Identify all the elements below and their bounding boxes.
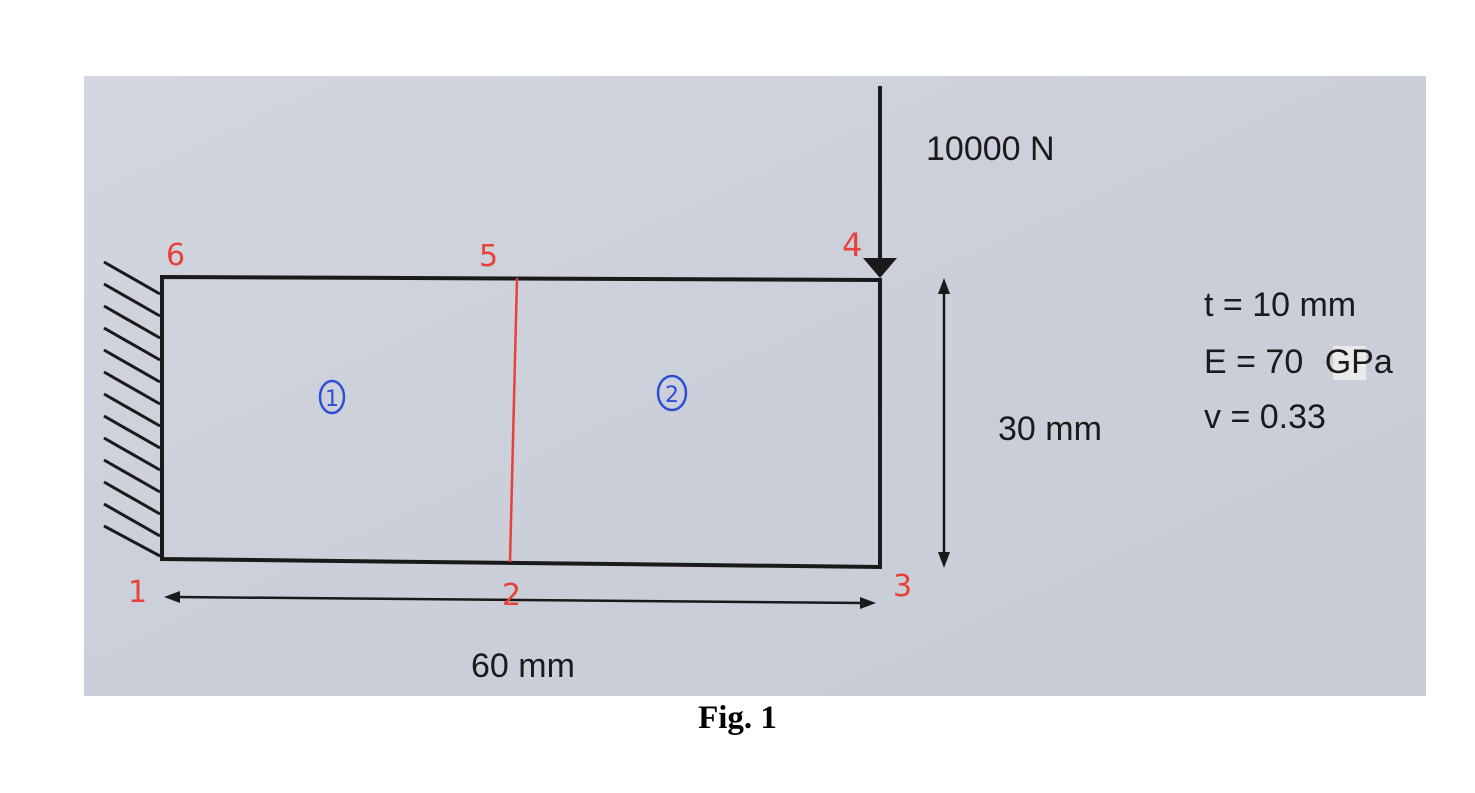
element-label-1: 1 [325,387,339,412]
poisson-property: v = 0.33 [1204,398,1326,436]
element-circle-2 [656,374,688,412]
length-dimension-arrow [164,591,876,609]
height-label: 30 mm [998,410,1102,448]
node-label-5: 5 [479,239,498,274]
node-label-1: 1 [128,575,147,610]
modulus-property: E = 70 GPa [1204,343,1393,381]
node-label-4: 4 [842,226,862,264]
highlight-box [1333,346,1366,380]
fixed-support-hatching [103,260,161,558]
thickness-property: t = 10 mm [1204,286,1356,324]
plate-outline [160,274,882,570]
node-label-3: 3 [893,569,912,604]
element-divider [508,277,519,563]
figure-caption: Fig. 1 [698,700,777,736]
element-circle-1 [318,379,346,415]
length-label: 60 mm [471,647,575,685]
paper-background [84,76,1426,696]
load-arrow [863,86,897,278]
element-label-2: 2 [665,383,679,408]
node-label-2: 2 [502,578,521,613]
load-label: 10000 N [926,130,1055,168]
node-label-6: 6 [166,238,185,273]
height-dimension-arrow [938,278,950,568]
